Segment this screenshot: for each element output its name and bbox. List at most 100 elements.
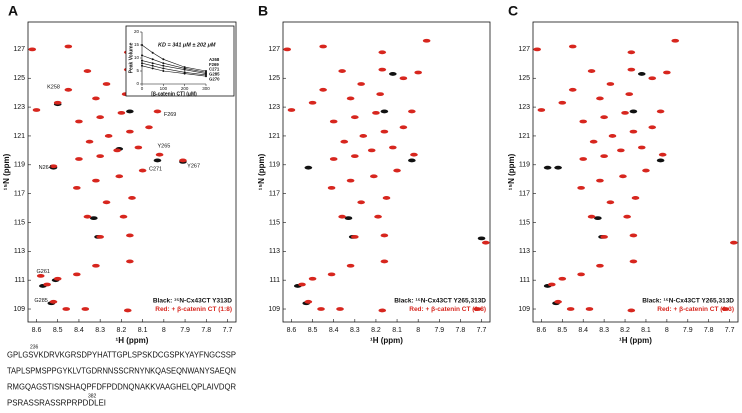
peak — [89, 216, 98, 221]
peak — [473, 307, 482, 311]
x-tick-label: 8.3 — [95, 327, 105, 334]
peak — [579, 119, 588, 124]
peak-annotation: G285 — [34, 298, 47, 304]
peak — [81, 307, 90, 311]
peak — [145, 125, 153, 130]
peak — [359, 134, 368, 138]
y-tick-label: 127 — [268, 46, 280, 53]
peak — [642, 168, 650, 173]
peak — [336, 307, 344, 311]
peak — [49, 299, 58, 304]
peak — [153, 158, 162, 163]
series-label: G270 — [209, 76, 220, 81]
data-point — [141, 54, 143, 57]
peak — [566, 307, 575, 311]
peak — [389, 145, 397, 150]
inset-x-tick-label: 300 — [202, 86, 210, 91]
y-tick-label: 115 — [519, 219, 530, 226]
peak — [327, 272, 336, 277]
y-tick-label: 115 — [269, 219, 280, 226]
data-point — [162, 58, 165, 61]
inset-y-tick-label: 0 — [136, 81, 139, 86]
peak — [319, 44, 327, 49]
peak — [138, 168, 147, 173]
peak — [393, 168, 401, 173]
peak — [123, 308, 132, 313]
x-tick-label: 8 — [162, 327, 166, 334]
peak — [28, 47, 37, 52]
peak — [102, 200, 111, 205]
peak — [380, 233, 389, 238]
peak — [558, 100, 567, 105]
peak — [155, 152, 164, 157]
peak — [62, 307, 71, 311]
peak — [113, 148, 121, 153]
inset-y-tick-label: 20 — [134, 29, 140, 34]
peak — [370, 174, 378, 179]
peak — [96, 235, 104, 239]
peak — [627, 50, 636, 55]
peak — [319, 87, 327, 92]
peak — [606, 82, 615, 86]
data-point — [151, 64, 154, 67]
y-tick-label: 125 — [518, 75, 530, 82]
x-tick-label: 8 — [665, 327, 669, 334]
peak — [585, 307, 594, 311]
y-tick-label: 123 — [268, 104, 280, 111]
series-label: F269 — [209, 62, 219, 67]
y-tick-label: 117 — [519, 190, 530, 197]
peak-annotation: C271 — [149, 167, 162, 173]
peak — [338, 69, 346, 73]
peak — [537, 108, 546, 112]
peak — [378, 50, 387, 55]
peak — [83, 214, 92, 219]
peak — [126, 129, 134, 134]
peak — [83, 69, 92, 73]
sequence-end: 382 — [88, 393, 97, 399]
peak — [372, 110, 380, 115]
peak — [64, 44, 73, 49]
peak — [96, 115, 104, 120]
peak — [568, 87, 577, 92]
peak — [351, 115, 359, 120]
peak — [367, 148, 376, 153]
peak — [414, 70, 422, 75]
peak — [637, 145, 646, 150]
y-tick-label: 117 — [269, 190, 280, 197]
peak — [625, 92, 634, 97]
peak — [283, 47, 292, 52]
peak — [600, 235, 608, 239]
peak — [648, 125, 657, 130]
peak — [329, 157, 338, 161]
peak — [629, 129, 638, 134]
x-tick-label: 7.7 — [725, 327, 735, 334]
peak — [617, 148, 625, 153]
x-tick-label: 7.7 — [223, 327, 233, 334]
x-axis-title: ¹H (ppm) — [370, 336, 403, 345]
peak — [721, 307, 730, 311]
peak — [85, 139, 94, 144]
y-tick-label: 123 — [518, 104, 530, 111]
peak — [128, 196, 136, 200]
series-label: G285 — [209, 72, 220, 77]
data-point — [205, 75, 207, 78]
y-tick-label: 109 — [13, 306, 25, 313]
peak — [656, 158, 665, 163]
peak — [53, 100, 62, 105]
peak — [631, 196, 640, 200]
peak — [629, 259, 638, 264]
peak — [344, 216, 353, 221]
peak — [298, 282, 306, 287]
y-tick-label: 127 — [518, 46, 530, 53]
peak — [329, 119, 338, 124]
peak-annotation: Y265 — [157, 143, 170, 149]
y-axis-title: ¹⁵N (ppm) — [507, 153, 516, 190]
data-point — [162, 64, 165, 67]
inset-x-tick-label: 0 — [141, 86, 144, 91]
peak — [629, 109, 638, 114]
peak — [623, 214, 631, 219]
y-tick-label: 113 — [269, 248, 280, 255]
peak-annotation: G261 — [36, 269, 49, 275]
peak — [730, 240, 738, 245]
peak — [357, 200, 365, 205]
